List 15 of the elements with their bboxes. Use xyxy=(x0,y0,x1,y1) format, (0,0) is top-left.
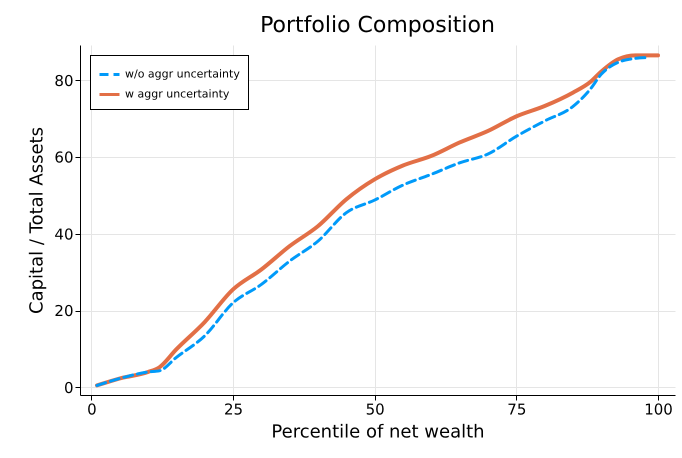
x-tick-label: 0 xyxy=(87,400,97,418)
y-tick-label: 80 xyxy=(54,72,74,90)
y-tick-label: 60 xyxy=(54,148,74,167)
chart-title: Portfolio Composition xyxy=(260,13,495,38)
y-tick-label: 40 xyxy=(54,225,74,244)
y-tick-label: 20 xyxy=(54,302,74,320)
y-tick-label: 0 xyxy=(64,378,74,397)
x-tick-label: 50 xyxy=(366,400,385,418)
legend-label: w aggr uncertainty xyxy=(125,88,230,100)
x-tick-label: 100 xyxy=(644,400,673,418)
x-tick-label: 25 xyxy=(224,400,244,418)
y-axis-title: Capital / Total Assets xyxy=(26,127,48,314)
legend-label: w/o aggr uncertainty xyxy=(125,68,240,80)
x-tick-label: 75 xyxy=(507,400,526,418)
x-axis-title: Percentile of net wealth xyxy=(271,422,485,442)
